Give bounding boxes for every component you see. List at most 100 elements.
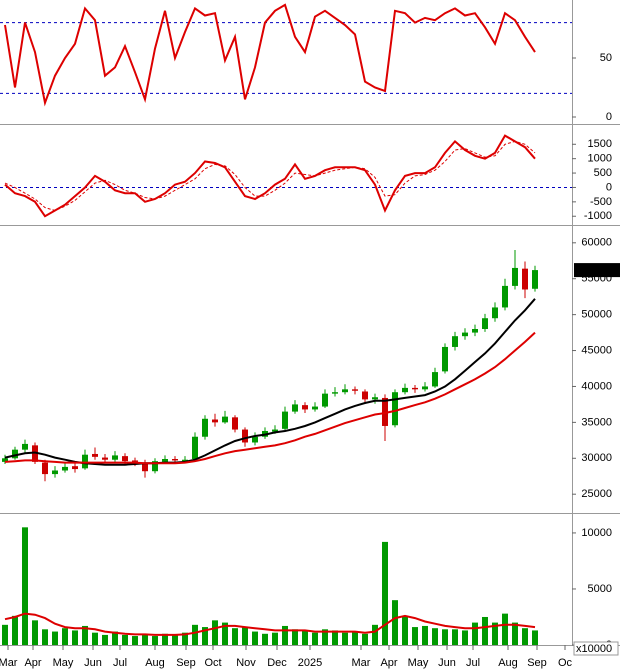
candle-body <box>62 466 68 471</box>
volume-bar <box>382 541 388 645</box>
candle-body <box>342 389 348 393</box>
candle-body <box>412 387 418 390</box>
y-tick-label: 500 <box>594 167 612 179</box>
volume-bar <box>462 630 468 645</box>
frame <box>0 0 620 646</box>
line-series <box>4 331 536 465</box>
candle-body <box>202 418 208 437</box>
line-series <box>4 134 536 218</box>
y-tick-label: 40000 <box>581 380 612 392</box>
x-tick-label: Jul <box>466 657 480 669</box>
x-tick-label: Mar <box>352 657 371 669</box>
volume-bar <box>52 631 58 645</box>
volume-bar <box>292 629 298 645</box>
volume-bar <box>62 628 68 645</box>
x-tick-label: 2025 <box>298 657 322 669</box>
volume-bar <box>502 613 508 645</box>
candle-body <box>322 393 328 407</box>
y-tick-label: -1000 <box>584 210 612 222</box>
candle-body <box>222 416 228 423</box>
candle-body <box>192 436 198 460</box>
candle-body <box>492 307 498 319</box>
x-tick-label: Jun <box>438 657 456 669</box>
y-tick-label: 0 <box>606 111 612 123</box>
line-series <box>4 3 536 107</box>
x-tick-label: Apr <box>380 657 397 669</box>
volume-bar <box>522 628 528 645</box>
candle-body <box>252 436 258 443</box>
volume-bar <box>352 631 358 645</box>
y-tick-label: 1000 <box>588 153 612 165</box>
candle-body <box>112 455 118 460</box>
candle-body <box>452 336 458 347</box>
candle-body <box>242 429 248 443</box>
candle-body <box>92 453 98 457</box>
y-tick-label: 50 <box>600 52 612 64</box>
volume-bar <box>272 632 278 645</box>
volume-bar <box>182 632 188 645</box>
x-tick-label: May <box>53 657 74 669</box>
candle-body <box>472 328 478 333</box>
candle-body <box>362 391 368 400</box>
volume-bar <box>232 628 238 645</box>
x-tick-label: Aug <box>498 657 518 669</box>
candle-body <box>442 346 448 372</box>
x-tick-label: Aug <box>145 657 165 669</box>
volume-bar <box>422 625 428 645</box>
candle-body <box>32 445 38 462</box>
volume-bar <box>192 624 198 645</box>
panel <box>0 3 572 107</box>
volume-bar <box>532 630 538 645</box>
volume-bar <box>432 628 438 645</box>
volume-bar <box>332 630 338 645</box>
candle-body <box>82 454 88 469</box>
volume-bar <box>412 627 418 645</box>
candle-body <box>302 405 308 410</box>
y-tick-label: 25000 <box>581 488 612 500</box>
volume-bar <box>102 634 108 645</box>
y-tick-label: 60000 <box>581 237 612 249</box>
volume-bar <box>442 629 448 645</box>
x-tick-label: Oct <box>204 657 221 669</box>
candle-body <box>182 459 188 462</box>
y-tick-label: 45000 <box>581 344 612 356</box>
volume-bar <box>282 625 288 645</box>
x-tick-label: Sep <box>527 657 547 669</box>
candle-body <box>22 443 28 450</box>
candle-body <box>272 429 278 432</box>
panel <box>1 249 538 482</box>
volume-bar <box>152 636 158 645</box>
x-tick-label: Sep <box>176 657 196 669</box>
x-tick-label: Jul <box>113 657 127 669</box>
candle-body <box>432 372 438 387</box>
volume-bar <box>222 622 228 645</box>
candle-body <box>332 392 338 394</box>
candle-body <box>172 459 178 461</box>
unit-label: x10000 <box>576 643 612 655</box>
x-tick-label: Oc <box>558 657 573 669</box>
candle-body <box>152 461 158 472</box>
y-tick-label: 10000 <box>581 527 612 539</box>
line-series <box>4 612 536 636</box>
y-tick-label: -500 <box>590 196 612 208</box>
volume-bar <box>492 622 498 645</box>
candle-body <box>1 458 8 462</box>
unit-box <box>573 641 619 656</box>
candle-body <box>142 462 148 472</box>
volume-bar <box>32 620 38 645</box>
volume-bar <box>402 616 408 645</box>
volume-bar <box>42 629 48 645</box>
volume-bar <box>162 633 168 645</box>
volume-bar <box>12 615 18 645</box>
last-value-label: 56200.00 <box>576 264 620 276</box>
panel <box>0 134 572 218</box>
candle-body <box>42 462 48 475</box>
candle-body <box>102 457 108 460</box>
volume-bar <box>82 625 88 645</box>
candle-body <box>462 332 468 337</box>
candle-body <box>72 466 78 470</box>
volume-bar <box>132 636 138 645</box>
volume-bar <box>202 627 208 645</box>
candle-body <box>372 397 378 400</box>
volume-bar <box>392 600 398 645</box>
